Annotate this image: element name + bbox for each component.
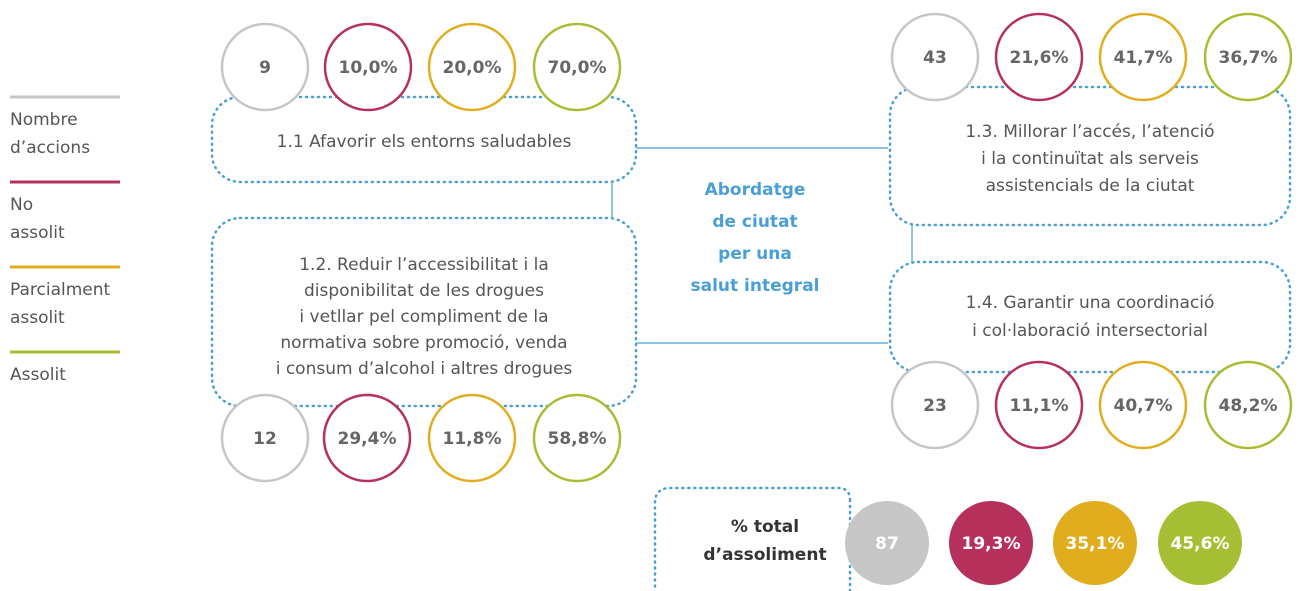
stat-circle [323,22,413,112]
block-text: disponibilitat de les drogues [304,281,544,301]
block-text: i col·laboració intersectorial [972,321,1208,341]
stat-value: 36,7% [1219,48,1278,68]
block-text: i consum d’alcohol i altres drogues [276,359,573,379]
stat-circle [427,393,517,483]
stat-value: 23 [923,396,947,416]
stat-circle [532,22,622,112]
box [653,486,852,591]
connector [611,147,913,344]
stat-circle [890,360,980,450]
stat-value: 58,8% [548,429,607,449]
center-title: Abordatge [705,180,806,200]
stat-circle [220,393,310,483]
stat-value: 43 [923,48,947,68]
block-text: 1.3. Millorar l’accés, l’atenció [965,122,1214,142]
box [888,85,1292,227]
stat-value: 70,0% [548,58,607,78]
stat-circle [322,393,412,483]
stat-value: 21,6% [1010,48,1069,68]
stat-value: 11,8% [443,429,502,449]
legend-label: assolit [10,308,65,328]
stat-circle [1203,360,1293,450]
stat-value: 48,2% [1219,396,1278,416]
total-circle [1158,501,1242,585]
block-text: normativa sobre promoció, venda [280,333,567,353]
legend-label: Nombre [10,110,78,130]
stat-value: 29,4% [338,429,397,449]
stat-circle [994,360,1084,450]
center-title: de ciutat [712,212,797,232]
stat-value: 12 [253,429,277,449]
total-value: 45,6% [1171,534,1230,554]
block-text: assistencials de la ciutat [986,176,1195,196]
stat-circle [1098,12,1188,102]
block-text: 1.2. Reduir l’accessibilitat i la [299,255,549,275]
stat-value: 40,7% [1114,396,1173,416]
stat-circle [427,22,517,112]
stat-value: 9 [259,58,271,78]
block-text: 1.1 Afavorir els entorns saludables [277,132,572,152]
box [210,95,638,184]
stat-value: 10,0% [339,58,398,78]
stat-circle [994,12,1084,102]
box [888,260,1292,374]
stat-circle [532,393,622,483]
total-circle [949,501,1033,585]
total-value: 19,3% [962,534,1021,554]
center-title: per una [718,244,792,264]
stat-circle [1098,360,1188,450]
total-value: 87 [875,534,899,554]
legend-label: No [10,195,33,215]
block-text: i la continuïtat als serveis [981,149,1199,169]
total-label: d’assoliment [703,545,826,565]
total-circle [1053,501,1137,585]
block-text: 1.4. Garantir una coordinació [966,293,1215,313]
stat-value: 41,7% [1114,48,1173,68]
legend-label: assolit [10,223,65,243]
total-label: % total [731,517,799,537]
stat-circle [890,12,980,102]
legend-label: Parcialment [10,280,111,300]
block-text: i vetllar pel compliment de la [299,307,548,327]
stat-value: 20,0% [443,58,502,78]
total-circle [845,501,929,585]
legend-label: Assolit [10,365,66,385]
center-title: salut integral [690,276,819,296]
stat-value: 11,1% [1010,396,1069,416]
stat-circle [1203,12,1293,102]
legend-label: d’accions [10,138,90,158]
total-value: 35,1% [1066,534,1125,554]
stat-circle [220,22,310,112]
